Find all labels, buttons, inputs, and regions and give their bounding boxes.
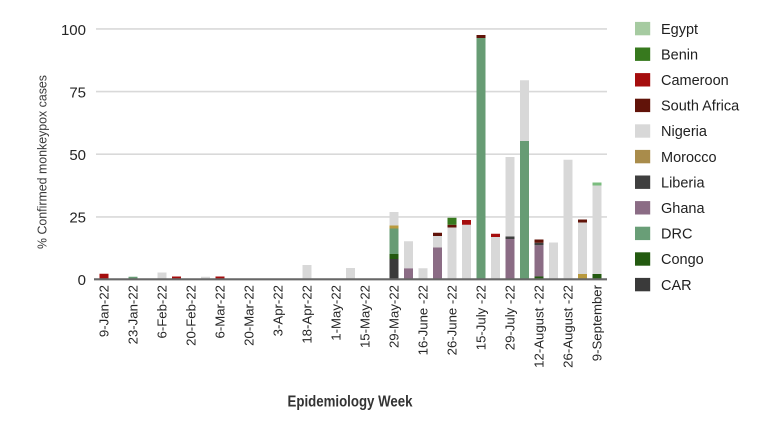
svg-text:Morocco: Morocco (661, 150, 717, 166)
svg-text:DRC: DRC (661, 227, 692, 243)
svg-text:29-July -22: 29-July -22 (503, 285, 518, 350)
svg-text:Ghana: Ghana (661, 201, 705, 217)
svg-text:CAR: CAR (661, 278, 692, 294)
svg-text:18-Apr-22: 18-Apr-22 (300, 285, 315, 344)
svg-text:South Africa: South Africa (661, 99, 740, 115)
svg-text:23-Jan-22: 23-Jan-22 (126, 285, 141, 344)
svg-text:15-May-22: 15-May-22 (358, 285, 373, 348)
svg-text:0: 0 (78, 272, 86, 289)
svg-text:Benin: Benin (661, 47, 698, 63)
svg-text:Nigeria: Nigeria (661, 124, 708, 140)
svg-text:Cameroon: Cameroon (661, 73, 729, 89)
svg-text:% Confirmed monkeypox cases: % Confirmed monkeypox cases (35, 75, 50, 249)
svg-text:20-Mar-22: 20-Mar-22 (242, 285, 257, 346)
svg-text:Egypt: Egypt (661, 22, 698, 38)
svg-text:Liberia: Liberia (661, 175, 705, 191)
svg-text:6-Mar-22: 6-Mar-22 (213, 285, 228, 339)
svg-text:20-Feb-22: 20-Feb-22 (184, 285, 199, 346)
svg-text:29-May-22: 29-May-22 (387, 285, 402, 348)
svg-text:50: 50 (69, 147, 86, 164)
svg-text:12-August -22: 12-August -22 (532, 285, 547, 368)
svg-text:1-May-22: 1-May-22 (329, 285, 344, 341)
svg-text:3-Apr-22: 3-Apr-22 (271, 285, 286, 336)
svg-text:26-June -22: 26-June -22 (445, 285, 460, 355)
svg-text:6-Feb-22: 6-Feb-22 (155, 285, 170, 339)
svg-text:Congo: Congo (661, 252, 704, 268)
svg-text:75: 75 (69, 85, 86, 102)
svg-text:Epidemiology Week: Epidemiology Week (288, 393, 413, 410)
svg-text:15-July -22: 15-July -22 (474, 285, 489, 350)
svg-text:16-June -22: 16-June -22 (416, 285, 431, 355)
svg-text:25: 25 (69, 210, 86, 227)
svg-text:100: 100 (61, 22, 86, 39)
svg-text:9-Jan-22: 9-Jan-22 (97, 285, 112, 337)
svg-text:9-September: 9-September (590, 284, 605, 361)
svg-text:26-August -22: 26-August -22 (561, 285, 576, 368)
